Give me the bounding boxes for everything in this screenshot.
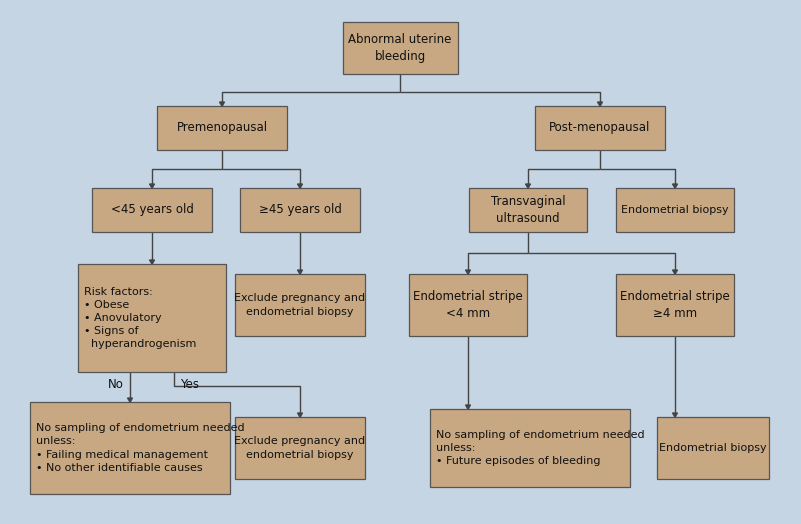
Text: ≥45 years old: ≥45 years old: [259, 203, 341, 216]
Text: No sampling of endometrium needed
unless:
• Failing medical management
• No othe: No sampling of endometrium needed unless…: [36, 423, 244, 473]
Polygon shape: [673, 270, 678, 274]
Text: No sampling of endometrium needed
unless:
• Future episodes of bleeding: No sampling of endometrium needed unless…: [436, 430, 645, 466]
Polygon shape: [465, 270, 470, 274]
FancyBboxPatch shape: [469, 188, 587, 232]
Polygon shape: [150, 184, 155, 188]
Text: Exclude pregnancy and
endometrial biopsy: Exclude pregnancy and endometrial biopsy: [235, 436, 365, 460]
Text: Risk factors:
• Obese
• Anovulatory
• Signs of
  hyperandrogenism: Risk factors: • Obese • Anovulatory • Si…: [84, 287, 196, 350]
FancyBboxPatch shape: [343, 22, 457, 74]
Polygon shape: [673, 184, 678, 188]
Polygon shape: [598, 102, 602, 106]
FancyBboxPatch shape: [657, 417, 769, 479]
FancyBboxPatch shape: [409, 274, 527, 336]
Polygon shape: [297, 184, 303, 188]
FancyBboxPatch shape: [535, 106, 665, 150]
Polygon shape: [297, 413, 303, 417]
FancyBboxPatch shape: [240, 188, 360, 232]
Text: Premenopausal: Premenopausal: [176, 122, 268, 135]
FancyBboxPatch shape: [157, 106, 287, 150]
Text: Transvaginal
ultrasound: Transvaginal ultrasound: [491, 195, 566, 225]
FancyBboxPatch shape: [616, 188, 734, 232]
Text: Endometrial stripe
<4 mm: Endometrial stripe <4 mm: [413, 290, 523, 320]
Text: Endometrial biopsy: Endometrial biopsy: [659, 443, 767, 453]
Polygon shape: [465, 405, 470, 409]
FancyBboxPatch shape: [235, 274, 365, 336]
Polygon shape: [150, 260, 155, 264]
Text: Yes: Yes: [180, 377, 199, 390]
FancyBboxPatch shape: [430, 409, 630, 487]
Text: Abnormal uterine
bleeding: Abnormal uterine bleeding: [348, 33, 452, 63]
Polygon shape: [219, 102, 224, 106]
Text: Endometrial biopsy: Endometrial biopsy: [622, 205, 729, 215]
FancyBboxPatch shape: [30, 402, 230, 494]
Text: No: No: [108, 377, 124, 390]
Polygon shape: [673, 413, 678, 417]
FancyBboxPatch shape: [235, 417, 365, 479]
FancyBboxPatch shape: [78, 264, 226, 372]
Text: <45 years old: <45 years old: [111, 203, 193, 216]
FancyBboxPatch shape: [92, 188, 212, 232]
FancyBboxPatch shape: [616, 274, 734, 336]
Polygon shape: [297, 270, 303, 274]
Text: Post-menopausal: Post-menopausal: [549, 122, 650, 135]
Polygon shape: [127, 398, 132, 402]
Text: Endometrial stripe
≥4 mm: Endometrial stripe ≥4 mm: [620, 290, 730, 320]
Polygon shape: [525, 184, 530, 188]
Text: Exclude pregnancy and
endometrial biopsy: Exclude pregnancy and endometrial biopsy: [235, 293, 365, 316]
